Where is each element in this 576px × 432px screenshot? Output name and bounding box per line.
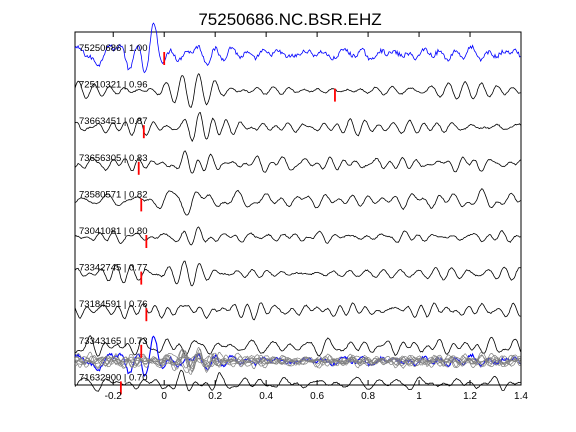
waveform-traces: [74, 22, 521, 392]
trace-line-2: [74, 73, 521, 108]
x-axis: -0.2 0 0.2 0.4 0.6 0.8 1 1.2 1.4: [105, 32, 528, 402]
stack-line-8: [74, 354, 521, 370]
trace-line-5: [74, 188, 521, 216]
trace-label-8: 73184591 | 0.76: [79, 299, 148, 310]
x-tick-label: 0.2: [208, 391, 222, 402]
trace-line-4: [74, 150, 521, 174]
trace-labels: 75250686 | 1.00 72510321 | 0.96 73663451 |…: [79, 43, 148, 383]
overlay-stack: [74, 335, 521, 377]
x-tick-label: 0.4: [259, 391, 273, 402]
x-tick-label: 0: [161, 391, 167, 402]
x-tick-label: 0.8: [361, 391, 375, 402]
x-tick-label: -0.2: [105, 391, 123, 402]
x-tick-label: 0.6: [310, 391, 324, 402]
trace-label-6: 73041081 | 0.80: [79, 226, 148, 237]
pick-markers: [119, 52, 336, 395]
trace-label-2: 72510321 | 0.96: [79, 80, 148, 91]
trace-line-9: [74, 335, 521, 357]
trace-label-1: 75250686 | 1.00: [79, 43, 148, 54]
trace-line-3: [74, 112, 521, 143]
stack-line-10: [74, 349, 521, 368]
plot-area: [74, 31, 522, 386]
x-tick-label: 1.2: [463, 391, 477, 402]
trace-label-9: 73343165 | 0.73: [79, 336, 148, 347]
chart-title: 75250686.NC.BSR.EHZ: [198, 10, 381, 29]
trace-label-5: 73580571 | 0.82: [79, 189, 148, 200]
trace-line-1: [74, 22, 521, 74]
trace-label-4: 73656305 | 0.83: [79, 153, 148, 164]
x-tick-label: 1.4: [514, 391, 528, 402]
trace-line-7: [74, 260, 521, 287]
trace-label-3: 73663451 | 0.87: [79, 116, 148, 127]
trace-label-7: 73342745 | 0.77: [79, 263, 148, 274]
trace-line-10: [74, 369, 521, 392]
stack-line-9: [74, 351, 521, 369]
x-tick-label: 1: [416, 391, 422, 402]
trace-line-8: [74, 302, 521, 321]
trace-label-10: 71632900 | 0.70: [79, 372, 148, 383]
trace-line-6: [74, 226, 521, 246]
